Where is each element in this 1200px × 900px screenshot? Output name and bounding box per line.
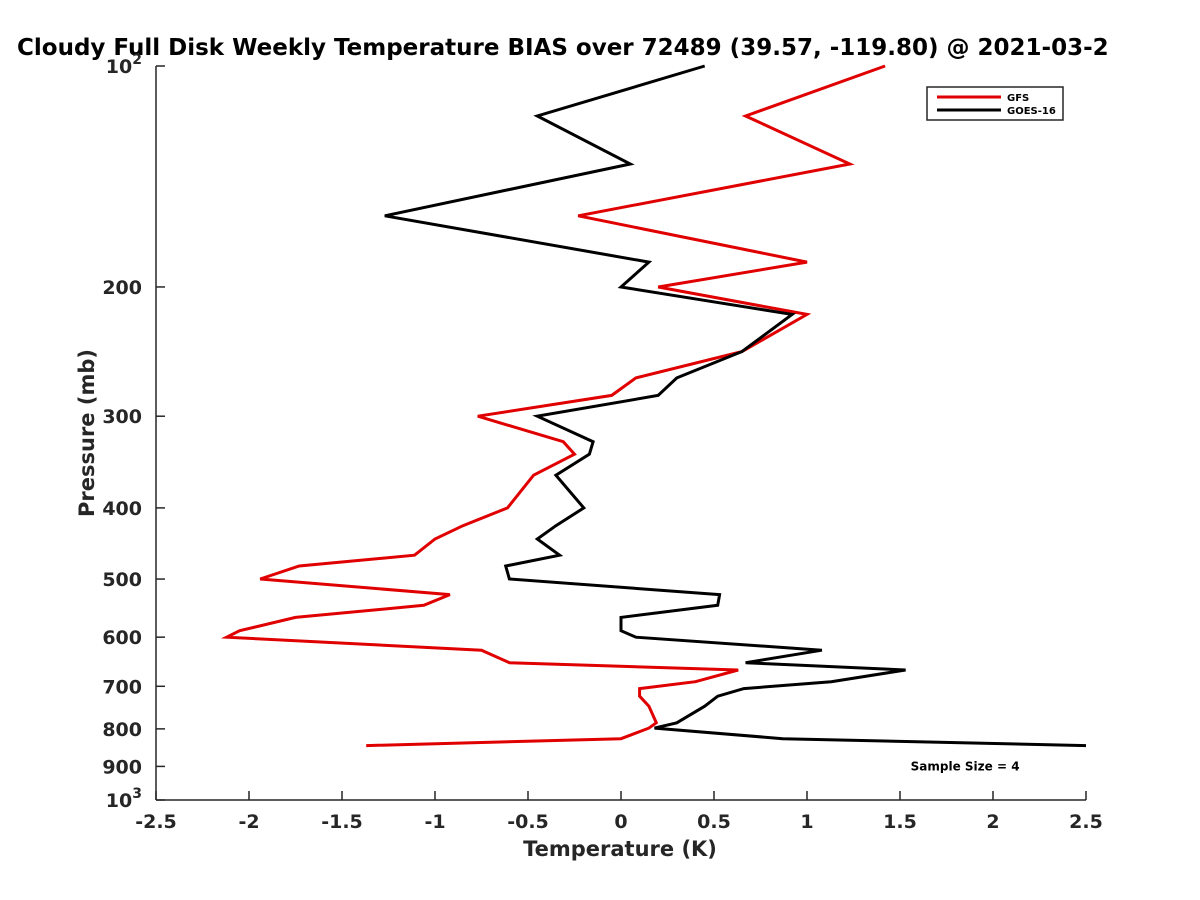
y-tick-label: 102 <box>106 52 142 78</box>
legend-box <box>926 86 1064 121</box>
series-line-goes-16 <box>384 64 1087 748</box>
x-tick-label: 2 <box>986 811 999 833</box>
y-tick-label: 900 <box>102 756 142 778</box>
chart-title: Cloudy Full Disk Weekly Temperature BIAS… <box>17 35 1109 61</box>
series-layer <box>220 64 1087 748</box>
y-tick-label: 600 <box>102 627 142 649</box>
x-tick-label: -0.5 <box>507 811 549 833</box>
sample-size-annotation: Sample Size = 4 <box>911 759 1020 773</box>
x-tick-label: -1.5 <box>321 811 363 833</box>
y-tick-base: 10 <box>106 56 132 78</box>
x-tick-label: -1 <box>424 811 445 833</box>
x-tick-label: 0 <box>614 811 627 833</box>
y-tick-exponent: 2 <box>132 52 142 68</box>
y-tick-label: 300 <box>102 406 142 428</box>
y-tick-label: 103 <box>106 786 142 812</box>
x-tick-label: 1 <box>800 811 813 833</box>
y-tick-label: 200 <box>102 277 142 299</box>
x-axis-label: Temperature (K) <box>523 837 717 861</box>
x-tick-label: 2.5 <box>1069 811 1103 833</box>
y-tick-base: 10 <box>106 790 132 812</box>
y-tick-label: 800 <box>102 719 142 741</box>
legend-label: GOES-16 <box>1007 106 1056 117</box>
y-tick-label: 700 <box>102 676 142 698</box>
x-tick-label: 1.5 <box>883 811 917 833</box>
legend: GFS GOES-16 <box>926 86 1064 121</box>
x-tick-label: 0.5 <box>697 811 731 833</box>
x-tick-label: -2.5 <box>135 811 177 833</box>
axes: -2.5 -2 -1.5 -1 -0.5 0 0.5 1 1.5 2 2.5102200300400… <box>102 52 1103 833</box>
x-tick-label: -2 <box>238 811 259 833</box>
legend-label: GFS <box>1007 93 1029 104</box>
series-line-gfs <box>220 64 886 748</box>
y-axis-label: Pressure (mb) <box>75 349 99 517</box>
y-tick-label: 400 <box>102 498 142 520</box>
y-tick-exponent: 3 <box>132 786 142 802</box>
y-tick-label: 500 <box>102 569 142 591</box>
